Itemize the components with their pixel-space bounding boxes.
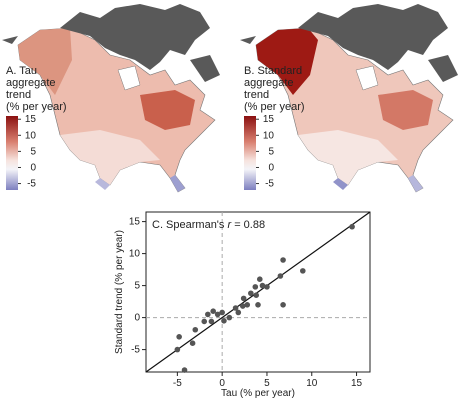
x-tick-label: -5 <box>173 378 182 389</box>
point <box>210 308 216 315</box>
colorbar-tick-label: 0 <box>268 162 274 173</box>
identity-line <box>145 211 371 373</box>
annotation-part: C. Spearman's <box>152 219 227 231</box>
annotation-part: = 0.88 <box>231 219 265 231</box>
x-tick-label: 15 <box>351 378 363 389</box>
point <box>259 282 266 289</box>
map-label: trend <box>6 89 31 101</box>
y-tick-label: 0 <box>134 313 140 324</box>
scatter-panel: -5 0 5 10 15 -5 0 5 10 15 Tau (% per year) Standard… <box>114 211 371 399</box>
colorbar-tick-label: -5 <box>265 179 274 190</box>
point <box>208 318 215 325</box>
point <box>174 346 181 353</box>
point <box>192 326 199 333</box>
colorbar-tick-label: 15 <box>263 114 275 125</box>
y-tick-label: 15 <box>129 217 141 228</box>
point <box>277 273 284 279</box>
point <box>349 223 355 230</box>
point <box>300 268 306 274</box>
colorbar <box>244 116 256 190</box>
map-label: (% per year) <box>244 101 305 113</box>
point <box>253 292 260 299</box>
point <box>219 309 225 316</box>
point <box>255 302 261 308</box>
map-label: (% per year) <box>6 101 67 113</box>
point <box>244 302 251 308</box>
x-tick-label: 0 <box>219 378 225 389</box>
point <box>221 318 227 324</box>
y-axis-label: Standard trend (% per year) <box>114 230 125 354</box>
point <box>239 303 246 309</box>
point <box>176 334 182 340</box>
point <box>252 284 259 290</box>
map-a <box>2 4 220 193</box>
point <box>280 302 286 308</box>
point <box>280 257 286 263</box>
y-tick-label: -5 <box>131 345 140 356</box>
y-tick-label: 5 <box>134 281 140 292</box>
point <box>264 284 270 290</box>
colorbar-tick-label: 5 <box>30 146 36 157</box>
point <box>240 295 247 302</box>
point <box>214 311 221 318</box>
point <box>205 311 211 318</box>
map-label: B. Standard <box>244 65 302 77</box>
point <box>189 340 196 347</box>
annotation-part: r <box>227 219 232 231</box>
point <box>201 318 208 325</box>
colorbar <box>6 116 18 190</box>
annotation: C. Spearman's r = 0.88 <box>152 219 265 231</box>
colorbar-tick-label: 5 <box>268 146 274 157</box>
point <box>256 276 263 283</box>
x-tick-label: 10 <box>306 378 318 389</box>
map-label: A. Tau <box>6 65 37 77</box>
plot-frame <box>145 211 371 373</box>
point <box>235 309 242 316</box>
point <box>232 305 239 311</box>
point <box>181 367 188 373</box>
colorbar-tick-label: -5 <box>27 179 36 190</box>
map-b <box>240 4 458 193</box>
y-tick-label: 10 <box>129 249 141 260</box>
colorbar-tick-label: 10 <box>263 130 275 141</box>
x-tick-label: 5 <box>264 378 270 389</box>
map-label: aggregate <box>244 77 294 89</box>
point <box>226 314 233 321</box>
point <box>248 290 254 297</box>
colorbar-tick-label: 0 <box>30 162 36 173</box>
colorbar-tick-label: 15 <box>25 114 37 125</box>
x-axis-label: Tau (% per year) <box>221 388 295 399</box>
colorbar-tick-label: 10 <box>25 130 37 141</box>
map-label: aggregate <box>6 77 56 89</box>
map-label: trend <box>244 89 269 101</box>
